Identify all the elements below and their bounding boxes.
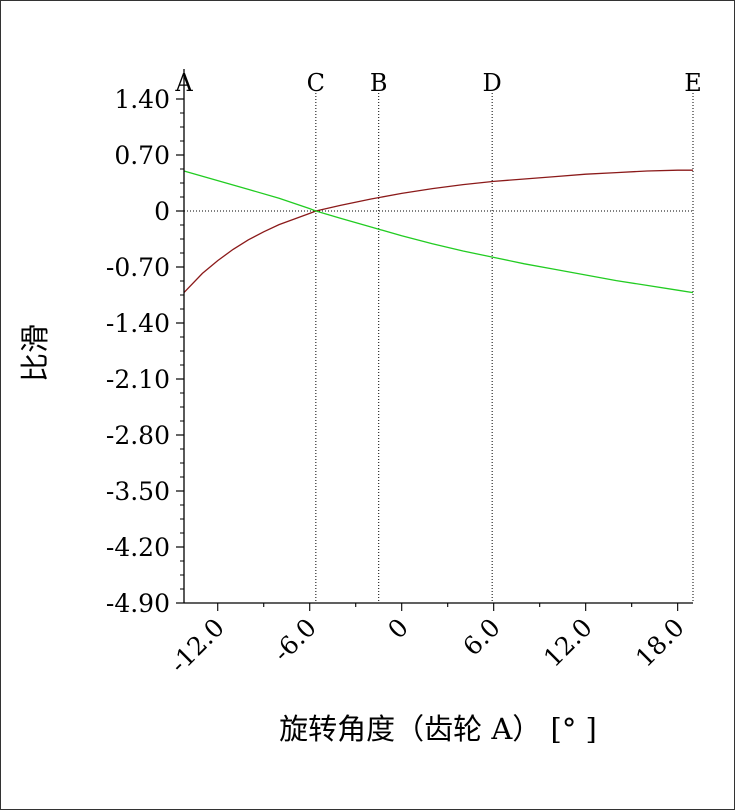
labels-layer: A C B D E 1.40 0.70 0 -0.70 -1.40 -2.10 -2.80 -3.50 -… <box>18 69 702 746</box>
axes-layer <box>176 69 693 611</box>
y-tick-label: -4.20 <box>106 533 170 562</box>
y-tick-label: -1.40 <box>106 309 170 338</box>
x-tick-label: -12.0 <box>164 613 230 679</box>
y-tick-label: -3.50 <box>106 477 170 506</box>
y-tick-label: 0 <box>154 197 170 226</box>
marker-label-a: A <box>174 69 193 97</box>
marker-label-b: B <box>370 69 388 97</box>
y-tick-label: -4.90 <box>106 589 170 618</box>
series-line-2 <box>183 170 694 294</box>
y-tick-label: -2.10 <box>106 365 170 394</box>
y-tick-label: 1.40 <box>114 85 170 114</box>
x-tick-label: 18.0 <box>630 613 690 673</box>
marker-label-d: D <box>483 69 502 97</box>
y-tick-label: -2.80 <box>106 421 170 450</box>
series-layer <box>183 169 694 294</box>
marker-label-c: C <box>307 69 325 97</box>
marker-label-e: E <box>684 69 702 97</box>
series-line-1 <box>183 169 693 294</box>
y-tick-label: -0.70 <box>106 253 170 282</box>
x-axis-label: 旋转角度（齿轮 A） [° ] <box>279 712 597 746</box>
y-tick-label: 0.70 <box>114 141 170 170</box>
x-tick-label: -6.0 <box>267 613 322 668</box>
x-tick-label: 6.0 <box>457 613 506 662</box>
x-tick-label: 12.0 <box>538 613 598 673</box>
x-tick-label: 0 <box>382 613 414 645</box>
grid-layer <box>184 93 694 603</box>
y-axis-label: 比滑 <box>18 324 52 382</box>
